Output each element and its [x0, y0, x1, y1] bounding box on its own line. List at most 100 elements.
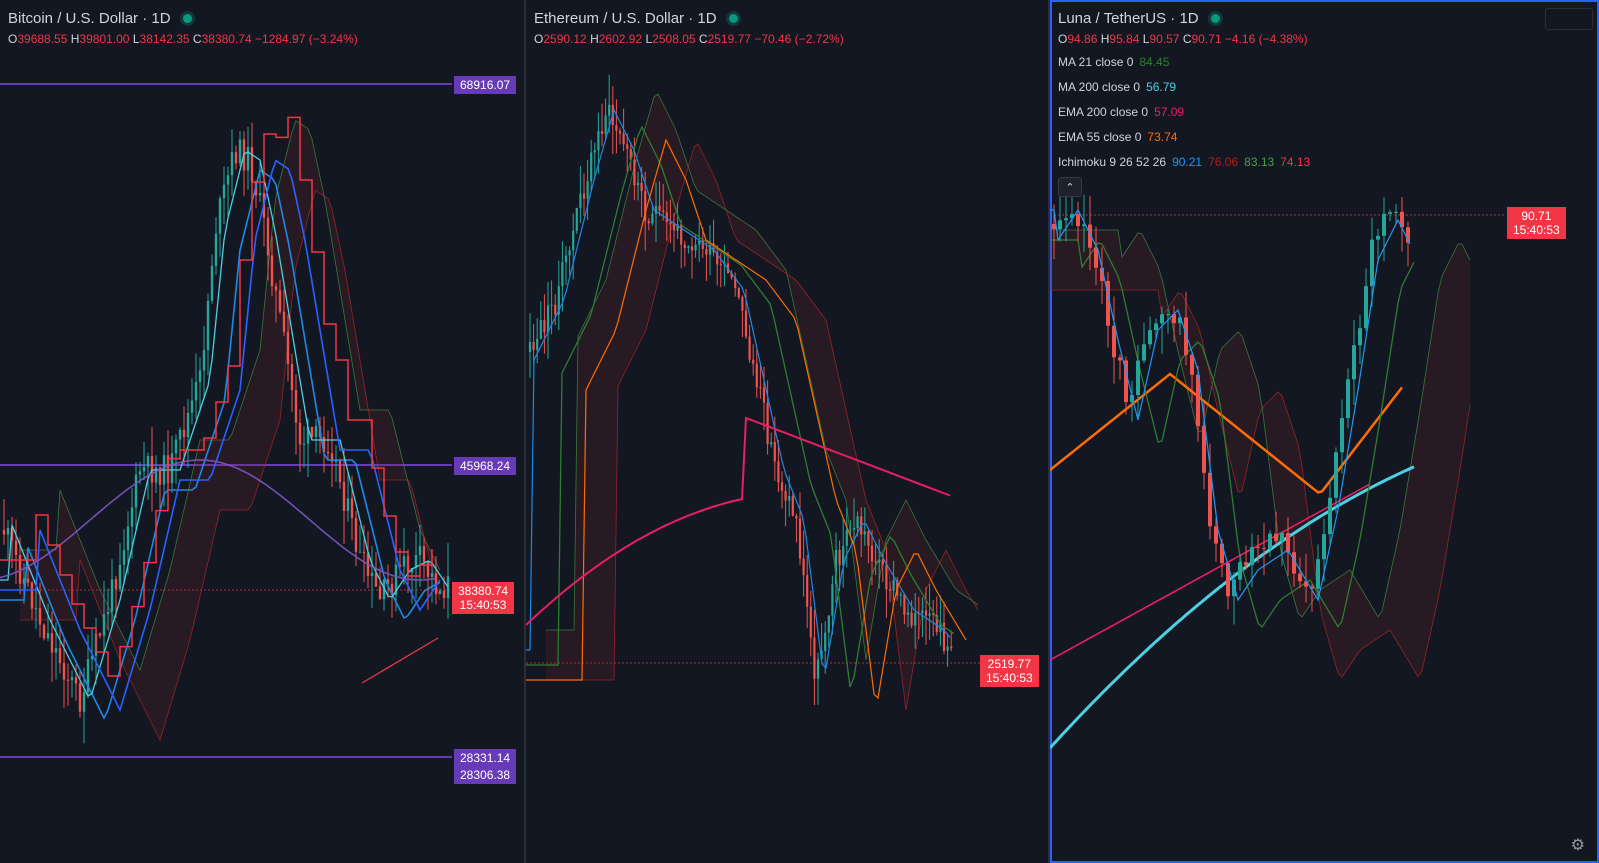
candle-body	[1292, 552, 1296, 574]
ethereum-chart-canvas[interactable]	[526, 0, 1048, 863]
candle-body	[593, 150, 596, 153]
candle-body	[532, 341, 535, 350]
candle-body	[662, 210, 665, 213]
candle-body	[1226, 563, 1230, 597]
symbol-title[interactable]: Luna / TetherUS · 1D	[1058, 9, 1199, 27]
candle-body	[306, 426, 310, 444]
candle-body	[885, 564, 888, 590]
candle-body	[350, 498, 354, 518]
candle-body	[752, 359, 755, 364]
candle-body	[658, 205, 661, 211]
candle-body	[820, 650, 823, 660]
candle-body	[791, 496, 794, 516]
candle-body	[906, 612, 910, 615]
candle-body	[734, 277, 737, 288]
ichimoku-cloud-span-a	[1050, 229, 1471, 618]
ichimoku-cloud-span-b	[546, 143, 979, 711]
symbol-title[interactable]: Ethereum / U.S. Dollar · 1D	[534, 9, 717, 27]
candle-body	[1148, 330, 1152, 345]
candle-body	[266, 217, 270, 256]
candle-body	[34, 608, 38, 610]
candle-body	[852, 528, 856, 530]
candle-body	[773, 441, 776, 462]
candle-body	[338, 459, 342, 482]
candle-body	[1316, 559, 1320, 589]
chart-pane-bitcoin[interactable]: Bitcoin / U.S. Dollar · 1D O39688.55 H39…	[0, 0, 524, 863]
tenkan-line	[1050, 208, 1411, 602]
moving-average-line	[526, 125, 955, 688]
indicator-row[interactable]: MA 200 close 0 56.79	[1058, 80, 1310, 96]
candle-body	[302, 443, 306, 445]
candle-body	[426, 561, 430, 577]
candle-body	[654, 205, 658, 214]
candle-body	[1088, 224, 1092, 248]
candle-body	[600, 131, 604, 134]
indicator-row[interactable]: MA 21 close 0 84.45	[1058, 55, 1310, 71]
candle-body	[50, 633, 54, 653]
candle-body	[766, 402, 769, 445]
candle-body	[222, 184, 226, 199]
pane-divider[interactable]	[524, 0, 526, 863]
chart-pane-ethereum[interactable]: Ethereum / U.S. Dollar · 1D O2590.12 H26…	[526, 0, 1048, 863]
bitcoin-legend: Bitcoin / U.S. Dollar · 1D O39688.55 H39…	[8, 8, 358, 47]
luna-chart-canvas[interactable]	[1050, 0, 1599, 863]
candle-body	[42, 624, 46, 639]
candle-body	[946, 646, 949, 651]
candle-body	[1262, 547, 1266, 549]
candle-body	[568, 250, 571, 256]
candle-body	[330, 453, 334, 462]
candle-body	[422, 546, 426, 562]
market-status-icon	[1210, 13, 1220, 23]
candle-body	[250, 147, 254, 182]
candle-body	[342, 481, 346, 511]
candle-body	[394, 564, 398, 595]
candle-body	[665, 212, 668, 223]
candle-body	[1388, 212, 1392, 214]
candle-body	[238, 139, 242, 164]
candle-body	[579, 193, 582, 208]
candle-body	[1124, 360, 1128, 403]
candle-body	[770, 441, 773, 445]
candle-body	[737, 287, 740, 298]
candle-body	[543, 320, 546, 333]
collapse-legend-button[interactable]: ⌃	[1058, 177, 1082, 197]
candle-body	[748, 336, 751, 360]
candle-body	[741, 297, 744, 311]
candle-body	[942, 622, 946, 651]
candle-body	[1268, 533, 1272, 549]
bitcoin-chart-canvas[interactable]	[0, 0, 524, 863]
candle-body	[784, 490, 787, 501]
candle-body	[1208, 472, 1212, 527]
candle-body	[629, 148, 632, 160]
candle-body	[374, 572, 378, 587]
candle-body	[210, 266, 214, 301]
ohlc-readout: O39688.55 H39801.00 L38142.35 C38380.74 …	[8, 32, 358, 46]
candle-body	[322, 436, 326, 452]
candle-body	[418, 546, 422, 556]
candle-body	[1394, 211, 1398, 213]
candle-body	[694, 244, 697, 251]
gear-icon[interactable]: ⚙	[1570, 837, 1585, 854]
candle-body	[539, 320, 542, 339]
indicator-row[interactable]: EMA 200 close 0 57.09	[1058, 105, 1310, 121]
candle-body	[1070, 214, 1074, 219]
candle-body	[326, 451, 330, 454]
toolbar-placeholder[interactable]	[1545, 8, 1593, 30]
ohlc-readout: O94.86 H95.84 L90.57 C90.71 −4.16 (−4.38…	[1058, 32, 1308, 46]
candle-body	[282, 311, 286, 332]
symbol-title[interactable]: Bitcoin / U.S. Dollar · 1D	[8, 9, 171, 27]
indicator-row[interactable]: EMA 55 close 0 73.74	[1058, 130, 1310, 146]
candle-body	[870, 545, 874, 562]
candle-body	[298, 422, 302, 445]
indicator-row[interactable]: Ichimoku 9 26 52 26 90.21 76.06 83.13 74.13	[1058, 155, 1310, 171]
candle-body	[66, 679, 70, 681]
chart-pane-luna[interactable]: Luna / TetherUS · 1D O94.86 H95.84 L90.5…	[1050, 0, 1599, 863]
candle-body	[798, 518, 802, 559]
candle-body	[226, 175, 230, 185]
ichimoku-cloud	[546, 94, 978, 710]
candle-body	[178, 429, 182, 440]
candle-body	[122, 550, 126, 565]
candle-body	[849, 529, 852, 531]
pane-divider[interactable]	[1048, 0, 1050, 863]
candle-body	[1220, 543, 1224, 564]
